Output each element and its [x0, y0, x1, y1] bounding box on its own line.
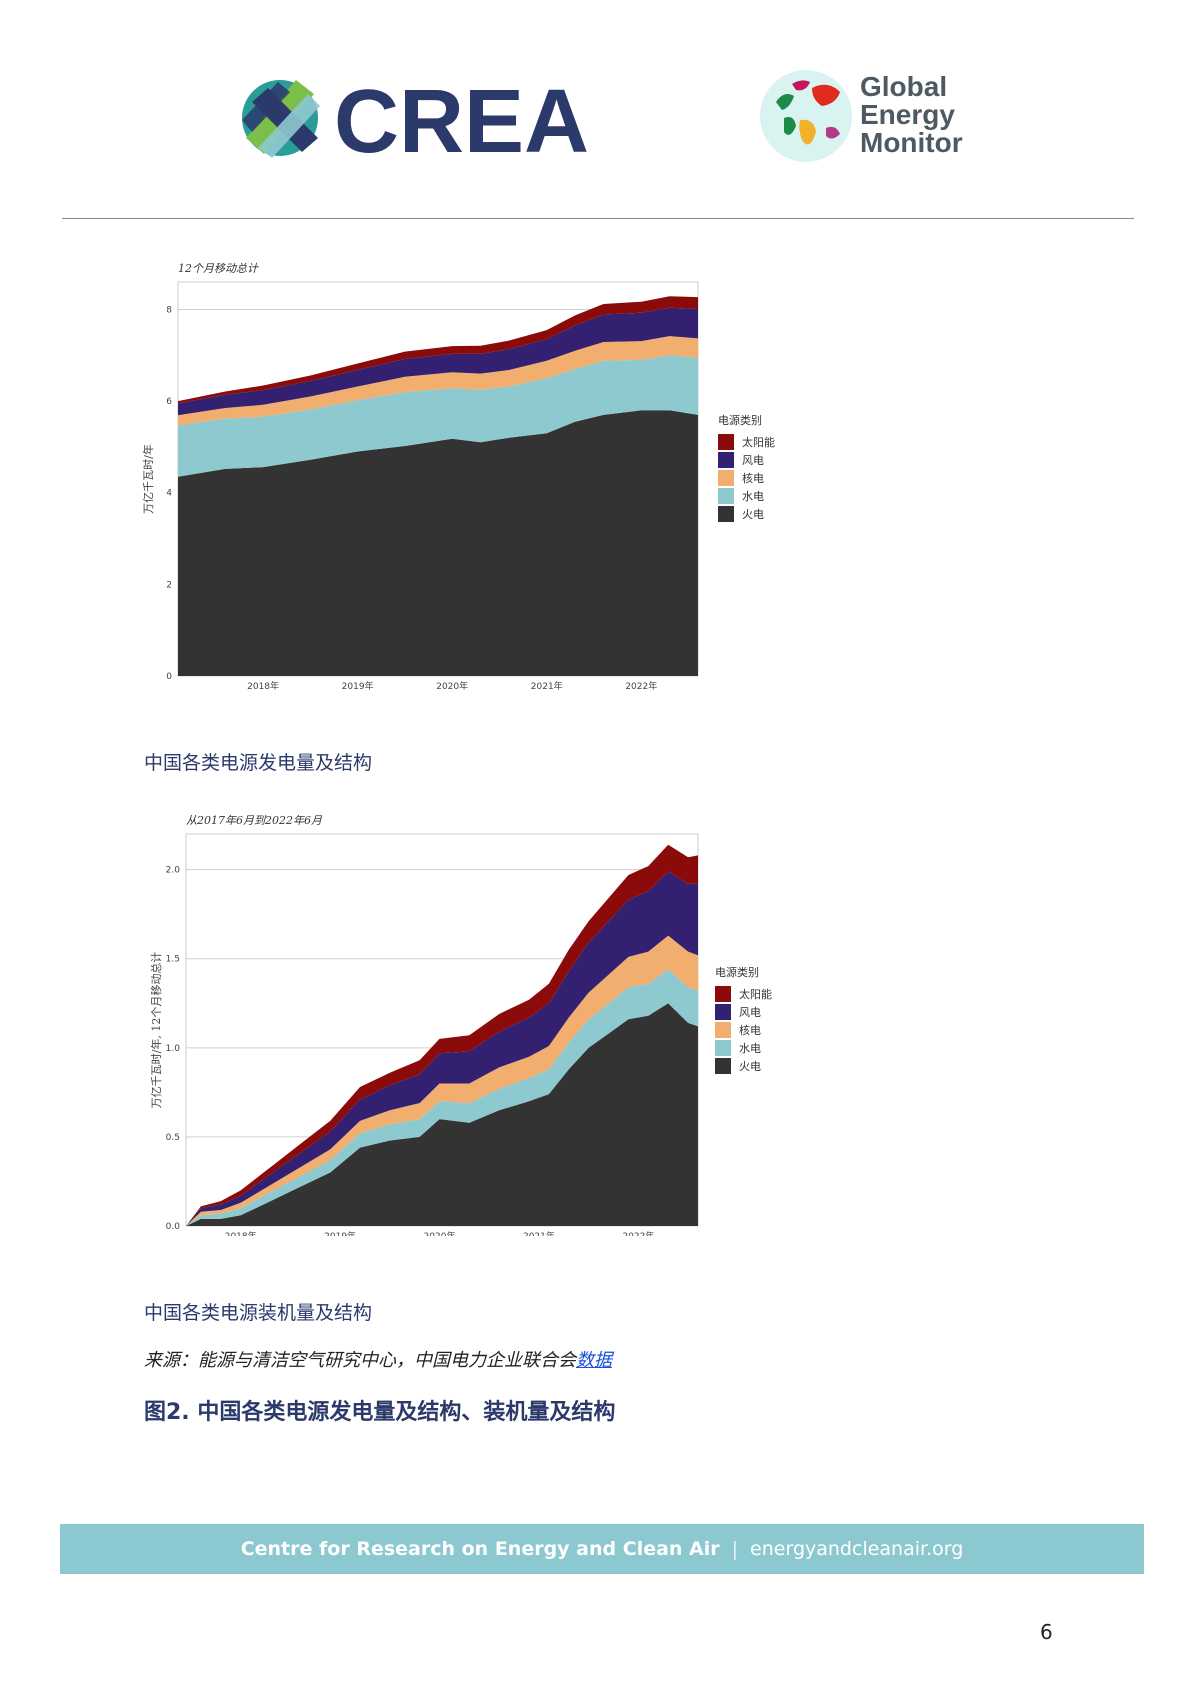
footer-text: Centre for Research on Energy and Clean … — [60, 1538, 1144, 1560]
chart1-caption: 中国各类电源发电量及结构 — [144, 752, 373, 774]
area-series-hydro — [186, 969, 698, 1226]
y-tick-label: 6 — [166, 397, 172, 407]
y-tick-label: 1.0 — [166, 1044, 181, 1054]
x-tick-label: 2022年 — [622, 1230, 654, 1236]
footer-website[interactable]: energyandcleanair.org — [750, 1538, 964, 1560]
legend-title: 电源类别 — [715, 965, 759, 979]
legend-swatch-wind — [715, 1004, 731, 1020]
gem-logo-line-1: Global — [860, 71, 947, 102]
legend-label-wind: 风电 — [739, 1006, 761, 1019]
y-tick-label: 2.0 — [166, 866, 181, 876]
area-series-solar — [178, 296, 698, 404]
legend-label-nuclear: 核电 — [739, 1023, 761, 1037]
figure-title: 图2. 中国各类电源发电量及结构、装机量及结构 — [144, 1400, 616, 1425]
x-tick-label: 2020年 — [424, 1230, 456, 1236]
x-tick-label: 2020年 — [436, 680, 468, 692]
x-tick-label: 2018年 — [247, 680, 279, 692]
footer-separator: | — [731, 1538, 739, 1560]
crea-logo-mark — [242, 80, 320, 158]
legend-title: 电源类别 — [718, 413, 762, 427]
legend-swatch-wind — [718, 452, 734, 468]
area-series-thermal — [178, 410, 698, 676]
area-series-solar — [186, 844, 698, 1226]
x-tick-label: 2021年 — [531, 680, 563, 692]
y-tick-label: 4 — [166, 489, 172, 499]
y-axis-label: 万亿千瓦时/年, 12个月移动总计 — [149, 952, 163, 1109]
legend-label-thermal: 火电 — [742, 508, 764, 521]
legend-label-nuclear: 核电 — [742, 471, 764, 485]
x-tick-label: 2022年 — [625, 680, 657, 692]
legend-label-solar: 太阳能 — [739, 987, 772, 1001]
y-tick-label: 8 — [166, 305, 172, 315]
gem-logo: Global Energy Monitor — [760, 70, 963, 162]
x-tick-label: 2019年 — [324, 1230, 356, 1236]
page-number: 6 — [1040, 1620, 1053, 1644]
capacity-area-chart: 从2017年6月到2022年6月 0.0 0.5 1.0 1.5 2.0 2018年 2019… — [149, 814, 772, 1236]
y-tick-label: 1.5 — [166, 955, 180, 965]
header-divider — [62, 218, 1134, 219]
legend-label-wind: 风电 — [742, 454, 764, 467]
y-tick-label: 0.5 — [166, 1133, 180, 1143]
chart-subtitle: 12个月移动总计 — [178, 262, 259, 275]
legend-swatch-hydro — [718, 488, 734, 504]
legend-label-hydro: 水电 — [739, 1042, 761, 1055]
x-tick-label: 2018年 — [225, 1230, 257, 1236]
chart-subtitle: 从2017年6月到2022年6月 — [186, 814, 323, 827]
legend-swatch-hydro — [715, 1040, 731, 1056]
gem-logo-line-2: Energy — [860, 99, 955, 130]
source-prefix: 来源：能源与清洁空气研究中心，中国电力企业联合会 — [144, 1350, 576, 1371]
area-series-wind — [186, 871, 698, 1226]
y-tick-label: 0.0 — [166, 1222, 181, 1232]
legend-swatch-nuclear — [715, 1022, 731, 1038]
x-tick-label: 2019年 — [342, 680, 374, 692]
legend-label-hydro: 水电 — [742, 490, 764, 503]
y-tick-label: 0 — [166, 672, 172, 682]
legend-label-thermal: 火电 — [739, 1060, 761, 1073]
chart2-caption: 中国各类电源装机量及结构 — [144, 1302, 373, 1324]
area-series-nuclear — [186, 935, 698, 1226]
y-tick-label: 2 — [166, 580, 172, 590]
legend-swatch-solar — [715, 986, 731, 1002]
area-series-thermal — [186, 1003, 698, 1226]
area-series-wind — [178, 307, 698, 416]
source-data-link[interactable]: 数据 — [576, 1350, 612, 1371]
generation-area-chart: 12个月移动总计 0 2 4 6 8 2018年 2019年 2020年 2021年 2022年 万亿… — [141, 262, 775, 692]
source-line: 来源：能源与清洁空气研究中心，中国电力企业联合会数据 — [144, 1346, 612, 1372]
footer-org-name: Centre for Research on Energy and Clean … — [240, 1538, 720, 1560]
crea-logo-text: CREA — [334, 72, 589, 168]
legend-swatch-thermal — [718, 506, 734, 522]
legend-label-solar: 太阳能 — [742, 435, 775, 449]
gem-logo-line-3: Monitor — [860, 127, 963, 158]
legend-swatch-nuclear — [718, 470, 734, 486]
globe-icon — [760, 70, 852, 162]
footer-band: Centre for Research on Energy and Clean … — [60, 1524, 1144, 1574]
area-series-nuclear — [178, 336, 698, 426]
legend-swatch-solar — [718, 434, 734, 450]
legend-swatch-thermal — [715, 1058, 731, 1074]
x-tick-label: 2021年 — [523, 1230, 555, 1236]
crea-logo: CREA — [242, 72, 589, 168]
area-series-hydro — [178, 355, 698, 477]
y-axis-label: 万亿千瓦时/年 — [141, 444, 155, 514]
